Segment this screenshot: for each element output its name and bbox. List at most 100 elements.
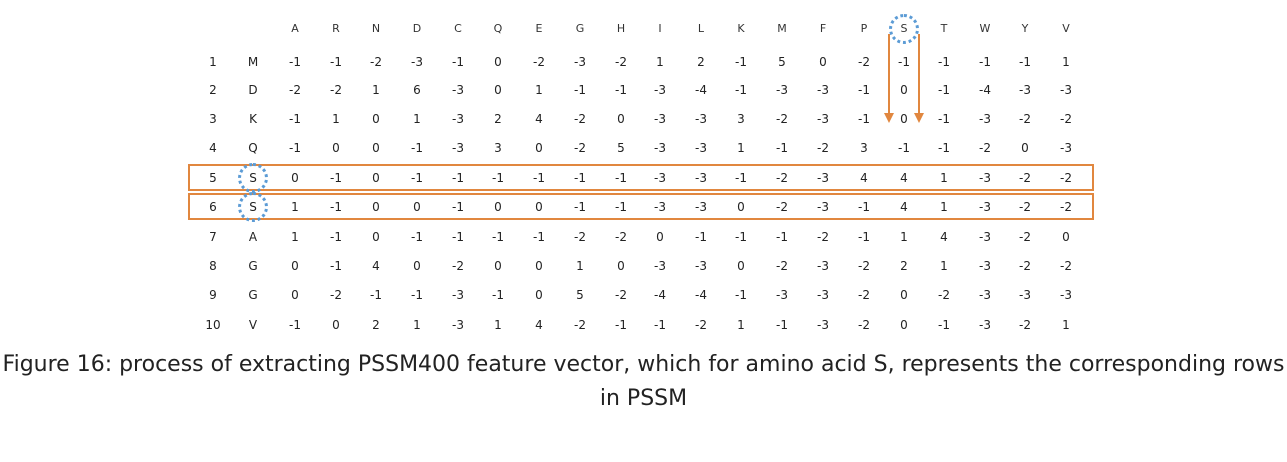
matrix-cell: -3 (817, 171, 829, 185)
matrix-cell: -2 (817, 141, 829, 155)
matrix-cell: -2 (615, 230, 627, 244)
column-header-F: F (819, 22, 827, 35)
matrix-cell: -3 (817, 288, 829, 302)
row-index: 10 (205, 318, 221, 332)
matrix-cell: -3 (695, 112, 707, 126)
matrix-cell: -2 (1060, 259, 1072, 273)
matrix-cell: -1 (492, 230, 504, 244)
matrix-cell: 2 (494, 112, 502, 126)
matrix-cell: 0 (737, 200, 745, 214)
matrix-cell: -1 (776, 318, 788, 332)
matrix-cell: 0 (1062, 230, 1070, 244)
matrix-cell: -2 (1019, 259, 1031, 273)
matrix-cell: -1 (289, 112, 301, 126)
matrix-cell: 0 (617, 259, 625, 273)
matrix-cell: -3 (695, 171, 707, 185)
matrix-cell: 1 (940, 171, 948, 185)
matrix-cell: -3 (695, 200, 707, 214)
matrix-cell: -2 (574, 318, 586, 332)
matrix-cell: 0 (413, 200, 421, 214)
matrix-cell: -3 (695, 141, 707, 155)
matrix-cell: 0 (900, 112, 908, 126)
matrix-cell: 1 (1062, 318, 1070, 332)
matrix-cell: -2 (615, 55, 627, 69)
matrix-cell: -3 (979, 200, 991, 214)
matrix-cell: -1 (858, 112, 870, 126)
matrix-cell: -1 (615, 83, 627, 97)
matrix-cell: 0 (372, 141, 380, 155)
matrix-cell: -1 (938, 55, 950, 69)
column-header-L: L (697, 22, 705, 35)
matrix-cell: -1 (735, 288, 747, 302)
matrix-cell: -3 (979, 112, 991, 126)
matrix-cell: -1 (735, 171, 747, 185)
matrix-cell: 0 (535, 141, 543, 155)
matrix-cell: -1 (330, 230, 342, 244)
matrix-cell: 4 (900, 171, 908, 185)
matrix-cell: 1 (413, 318, 421, 332)
matrix-cell: -2 (1019, 318, 1031, 332)
row-index: 4 (209, 141, 217, 155)
matrix-cell: -3 (1060, 83, 1072, 97)
matrix-cell: -3 (654, 171, 666, 185)
matrix-cell: -2 (574, 230, 586, 244)
column-header-V: V (1062, 22, 1070, 35)
matrix-cell: 0 (332, 318, 340, 332)
row-residue: K (249, 112, 257, 126)
matrix-cell: -3 (979, 288, 991, 302)
matrix-cell: 1 (535, 83, 543, 97)
row-index: 9 (209, 288, 217, 302)
matrix-cell: -2 (776, 171, 788, 185)
matrix-cell: -3 (452, 288, 464, 302)
matrix-cell: 3 (494, 141, 502, 155)
matrix-cell: 0 (494, 259, 502, 273)
matrix-cell: 1 (1062, 55, 1070, 69)
matrix-cell: 3 (860, 141, 868, 155)
matrix-cell: -1 (695, 230, 707, 244)
column-header-A: A (291, 22, 299, 35)
matrix-cell: 0 (1021, 141, 1029, 155)
row-index: 6 (209, 200, 217, 214)
matrix-cell: -1 (370, 288, 382, 302)
matrix-cell: -1 (615, 200, 627, 214)
matrix-cell: -3 (979, 259, 991, 273)
matrix-cell: 0 (494, 200, 502, 214)
residue-s-circle-row-5 (238, 163, 268, 193)
matrix-cell: 0 (819, 55, 827, 69)
matrix-cell: 0 (900, 83, 908, 97)
matrix-cell: 5 (617, 141, 625, 155)
matrix-cell: -1 (938, 141, 950, 155)
column-header-R: R (332, 22, 340, 35)
matrix-cell: -1 (452, 171, 464, 185)
matrix-cell: -3 (817, 318, 829, 332)
matrix-cell: -1 (452, 200, 464, 214)
matrix-cell: -1 (1019, 55, 1031, 69)
matrix-cell: -1 (574, 200, 586, 214)
matrix-cell: 0 (535, 200, 543, 214)
matrix-cell: -1 (858, 200, 870, 214)
matrix-cell: -2 (817, 230, 829, 244)
column-header-I: I (658, 22, 662, 35)
matrix-cell: 3 (737, 112, 745, 126)
matrix-cell: -1 (776, 230, 788, 244)
matrix-cell: 0 (900, 288, 908, 302)
matrix-cell: 6 (413, 83, 421, 97)
matrix-cell: -3 (452, 141, 464, 155)
column-header-K: K (737, 22, 745, 35)
matrix-cell: -1 (452, 230, 464, 244)
matrix-cell: -1 (938, 83, 950, 97)
matrix-cell: 0 (535, 259, 543, 273)
matrix-cell: -2 (776, 200, 788, 214)
column-header-Q: Q (493, 22, 503, 35)
matrix-cell: 4 (535, 112, 543, 126)
matrix-cell: 0 (291, 259, 299, 273)
matrix-cell: -2 (574, 112, 586, 126)
matrix-cell: 1 (576, 259, 584, 273)
matrix-cell: -2 (695, 318, 707, 332)
column-header-M: M (777, 22, 787, 35)
row-residue: V (248, 318, 258, 332)
matrix-cell: -2 (330, 83, 342, 97)
row-index: 7 (209, 230, 217, 244)
matrix-cell: -3 (1060, 141, 1072, 155)
matrix-cell: -1 (735, 55, 747, 69)
